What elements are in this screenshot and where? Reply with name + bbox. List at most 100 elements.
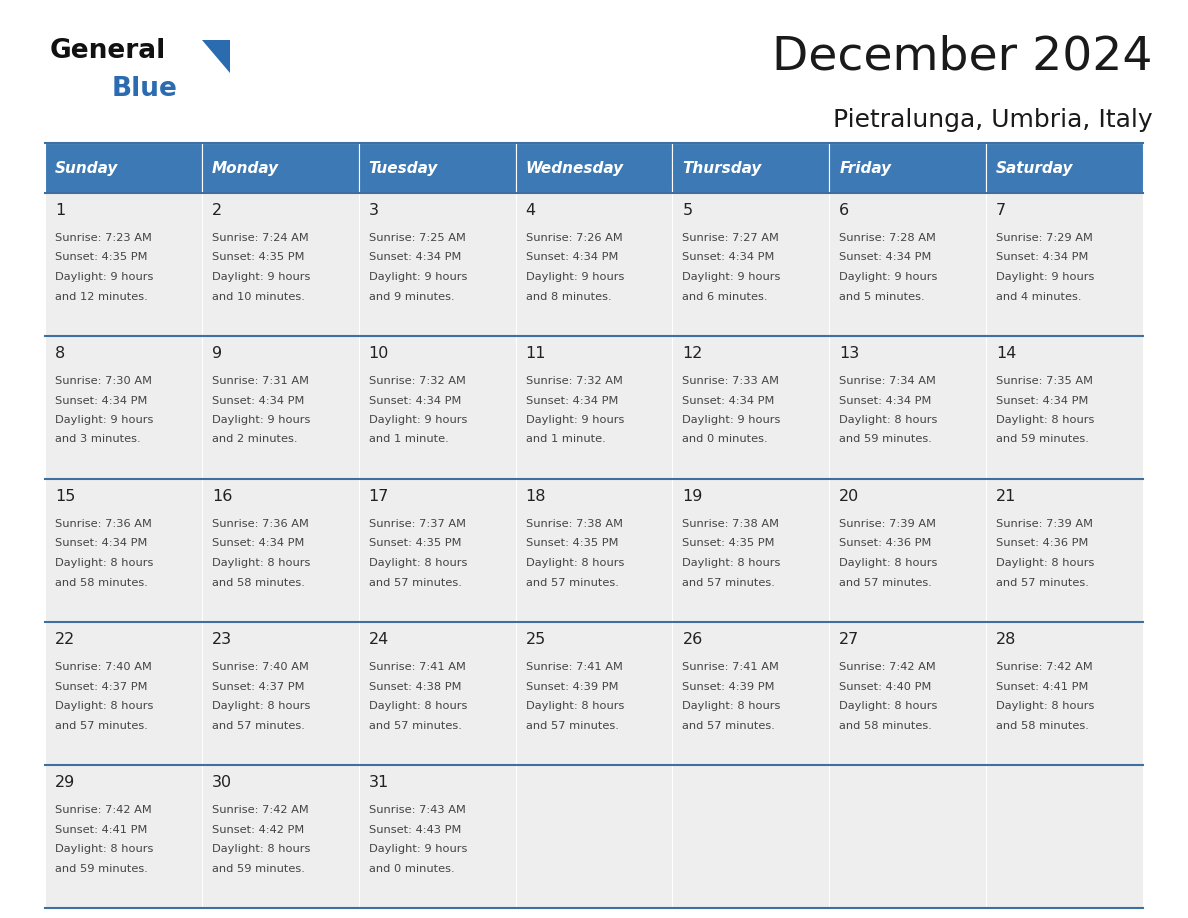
Text: Tuesday: Tuesday [368, 161, 438, 175]
Text: 10: 10 [368, 346, 390, 361]
Text: and 57 minutes.: and 57 minutes. [997, 577, 1089, 588]
Bar [359, 143, 516, 193]
Text: 9: 9 [211, 346, 222, 361]
Bar [359, 193, 516, 336]
Text: Pietralunga, Umbria, Italy: Pietralunga, Umbria, Italy [833, 108, 1154, 132]
Text: Sunrise: 7:27 AM: Sunrise: 7:27 AM [682, 233, 779, 243]
Bar [45, 622, 202, 765]
Text: Monday: Monday [211, 161, 279, 175]
Text: and 8 minutes.: and 8 minutes. [525, 292, 611, 301]
Text: and 12 minutes.: and 12 minutes. [55, 292, 147, 301]
Text: Sunrise: 7:41 AM: Sunrise: 7:41 AM [368, 662, 466, 672]
Text: 20: 20 [839, 489, 860, 504]
Text: Sunrise: 7:30 AM: Sunrise: 7:30 AM [55, 376, 152, 386]
Text: Sunset: 4:35 PM: Sunset: 4:35 PM [525, 539, 618, 548]
Text: Sunrise: 7:25 AM: Sunrise: 7:25 AM [368, 233, 466, 243]
Bar [202, 622, 359, 765]
Text: Daylight: 8 hours: Daylight: 8 hours [839, 558, 937, 568]
Text: 24: 24 [368, 632, 388, 647]
Text: 7: 7 [997, 203, 1006, 218]
Text: Sunrise: 7:38 AM: Sunrise: 7:38 AM [525, 519, 623, 529]
Text: and 57 minutes.: and 57 minutes. [525, 721, 619, 731]
Text: 18: 18 [525, 489, 546, 504]
Text: 28: 28 [997, 632, 1017, 647]
Bar [672, 622, 829, 765]
Text: Sunrise: 7:28 AM: Sunrise: 7:28 AM [839, 233, 936, 243]
Bar [986, 765, 1143, 908]
Bar [359, 765, 516, 908]
Bar [359, 479, 516, 622]
Bar [672, 143, 829, 193]
Text: 2: 2 [211, 203, 222, 218]
Bar [202, 336, 359, 479]
Text: Sunset: 4:34 PM: Sunset: 4:34 PM [682, 396, 775, 406]
Text: and 58 minutes.: and 58 minutes. [997, 721, 1089, 731]
Text: Daylight: 8 hours: Daylight: 8 hours [211, 844, 310, 854]
Text: Daylight: 9 hours: Daylight: 9 hours [211, 272, 310, 282]
Text: Sunrise: 7:39 AM: Sunrise: 7:39 AM [997, 519, 1093, 529]
Text: Sunrise: 7:35 AM: Sunrise: 7:35 AM [997, 376, 1093, 386]
Text: Sunset: 4:41 PM: Sunset: 4:41 PM [55, 824, 147, 834]
Bar [829, 193, 986, 336]
Text: Daylight: 8 hours: Daylight: 8 hours [682, 558, 781, 568]
Text: Daylight: 8 hours: Daylight: 8 hours [368, 558, 467, 568]
Text: Sunrise: 7:39 AM: Sunrise: 7:39 AM [839, 519, 936, 529]
Text: Daylight: 9 hours: Daylight: 9 hours [682, 415, 781, 425]
Text: Sunday: Sunday [55, 161, 119, 175]
Text: Daylight: 9 hours: Daylight: 9 hours [368, 844, 467, 854]
Bar [829, 622, 986, 765]
Text: and 2 minutes.: and 2 minutes. [211, 434, 297, 444]
Bar [672, 193, 829, 336]
Text: and 59 minutes.: and 59 minutes. [997, 434, 1089, 444]
Text: Sunset: 4:37 PM: Sunset: 4:37 PM [55, 681, 147, 691]
Bar [986, 622, 1143, 765]
Bar [829, 336, 986, 479]
Text: Sunrise: 7:38 AM: Sunrise: 7:38 AM [682, 519, 779, 529]
Text: 13: 13 [839, 346, 860, 361]
Text: Sunset: 4:36 PM: Sunset: 4:36 PM [839, 539, 931, 548]
Text: Friday: Friday [839, 161, 891, 175]
Text: 27: 27 [839, 632, 860, 647]
Text: and 0 minutes.: and 0 minutes. [368, 864, 454, 874]
Text: 5: 5 [682, 203, 693, 218]
Text: and 57 minutes.: and 57 minutes. [839, 577, 933, 588]
Bar [829, 479, 986, 622]
Bar [829, 765, 986, 908]
Text: Sunset: 4:34 PM: Sunset: 4:34 PM [211, 539, 304, 548]
Text: Daylight: 9 hours: Daylight: 9 hours [368, 415, 467, 425]
Bar [45, 479, 202, 622]
Text: Sunrise: 7:42 AM: Sunrise: 7:42 AM [211, 805, 309, 815]
Bar [516, 765, 672, 908]
Text: and 5 minutes.: and 5 minutes. [839, 292, 925, 301]
Text: Sunset: 4:37 PM: Sunset: 4:37 PM [211, 681, 304, 691]
Text: Sunset: 4:34 PM: Sunset: 4:34 PM [211, 396, 304, 406]
Text: Sunset: 4:39 PM: Sunset: 4:39 PM [682, 681, 775, 691]
Text: Sunset: 4:34 PM: Sunset: 4:34 PM [55, 396, 147, 406]
Text: Sunset: 4:42 PM: Sunset: 4:42 PM [211, 824, 304, 834]
Text: Sunset: 4:34 PM: Sunset: 4:34 PM [839, 252, 931, 263]
Text: 26: 26 [682, 632, 702, 647]
Text: and 58 minutes.: and 58 minutes. [55, 577, 147, 588]
Text: Daylight: 9 hours: Daylight: 9 hours [525, 415, 624, 425]
Text: Sunrise: 7:36 AM: Sunrise: 7:36 AM [211, 519, 309, 529]
Bar [986, 479, 1143, 622]
Text: Daylight: 8 hours: Daylight: 8 hours [211, 558, 310, 568]
Bar [359, 622, 516, 765]
Text: 14: 14 [997, 346, 1017, 361]
Text: Sunrise: 7:41 AM: Sunrise: 7:41 AM [682, 662, 779, 672]
Text: Sunrise: 7:41 AM: Sunrise: 7:41 AM [525, 662, 623, 672]
Text: 11: 11 [525, 346, 546, 361]
Text: Sunset: 4:34 PM: Sunset: 4:34 PM [997, 252, 1088, 263]
Text: Sunset: 4:38 PM: Sunset: 4:38 PM [368, 681, 461, 691]
Text: Daylight: 9 hours: Daylight: 9 hours [55, 415, 153, 425]
Text: Wednesday: Wednesday [525, 161, 624, 175]
Text: Daylight: 9 hours: Daylight: 9 hours [368, 272, 467, 282]
Bar [202, 765, 359, 908]
Text: Sunset: 4:36 PM: Sunset: 4:36 PM [997, 539, 1088, 548]
Text: Sunset: 4:34 PM: Sunset: 4:34 PM [368, 396, 461, 406]
Text: 29: 29 [55, 775, 75, 790]
Text: and 59 minutes.: and 59 minutes. [839, 434, 933, 444]
Text: Blue: Blue [112, 76, 178, 102]
Text: Sunset: 4:35 PM: Sunset: 4:35 PM [55, 252, 147, 263]
Bar [45, 336, 202, 479]
